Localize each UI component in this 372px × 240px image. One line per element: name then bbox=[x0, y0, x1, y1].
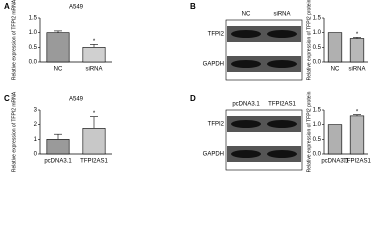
band-label: TFPI2 bbox=[208, 32, 225, 38]
chart-title: A549 bbox=[69, 97, 84, 103]
y-tick-label: 0.5 bbox=[313, 137, 322, 143]
x-tick-label: TFPI2AS1 bbox=[343, 159, 371, 165]
band bbox=[267, 30, 297, 38]
x-tick-label: NC bbox=[331, 67, 340, 73]
lane-label: NC bbox=[242, 12, 251, 18]
y-tick-label: 1.5 bbox=[313, 16, 322, 22]
y-tick-label: 0.5 bbox=[29, 45, 38, 51]
significance-mark: * bbox=[356, 109, 359, 115]
band-label: GAPDH bbox=[203, 62, 224, 68]
y-tick-label: 3 bbox=[34, 108, 38, 114]
lane-label: TFPI2AS1 bbox=[268, 102, 296, 108]
y-tick-label: 1.0 bbox=[313, 122, 322, 128]
y-tick-label: 0 bbox=[34, 152, 38, 158]
panel-label: D bbox=[190, 94, 196, 103]
lane-label: pcDNA3.1 bbox=[232, 102, 260, 108]
y-tick-label: 0.0 bbox=[313, 60, 322, 66]
bar bbox=[349, 38, 365, 63]
y-tick-label: 0.0 bbox=[29, 60, 38, 66]
y-tick-label: 1.0 bbox=[29, 30, 38, 36]
y-axis-label: Relative expression of TFPI2 protein bbox=[306, 91, 312, 172]
x-tick-label: TFPI2AS1 bbox=[80, 159, 108, 165]
band bbox=[231, 60, 261, 68]
bar bbox=[46, 139, 70, 155]
band bbox=[267, 60, 297, 68]
bar bbox=[46, 32, 70, 63]
blot-strip bbox=[227, 56, 301, 72]
panel-label: C bbox=[4, 94, 10, 103]
x-tick-label: NC bbox=[54, 67, 63, 73]
x-tick-label: pcDNA3.1 bbox=[44, 159, 72, 165]
band bbox=[231, 120, 261, 128]
y-tick-label: 1.0 bbox=[313, 30, 322, 36]
x-tick-label: pcDNA3.1 bbox=[321, 159, 349, 165]
y-tick-label: 2 bbox=[34, 122, 38, 128]
band-label: TFPI2 bbox=[208, 122, 225, 128]
y-axis-label: Relative expression of TFPI2 mRNA bbox=[11, 0, 17, 80]
x-tick-label: siRNA bbox=[85, 67, 102, 73]
band bbox=[267, 150, 297, 158]
significance-mark: * bbox=[356, 32, 359, 38]
band-label: GAPDH bbox=[203, 152, 224, 158]
panel-label: A bbox=[4, 2, 10, 11]
blot-strip bbox=[227, 146, 301, 162]
band bbox=[231, 30, 261, 38]
y-tick-label: 1 bbox=[34, 137, 38, 143]
y-axis-label: Relative expression of TFPI2 protein bbox=[306, 0, 312, 80]
bar bbox=[82, 47, 106, 63]
bar bbox=[327, 124, 343, 155]
significance-mark: * bbox=[93, 111, 96, 117]
chart-title: A549 bbox=[69, 5, 84, 11]
y-axis-label: Relative expression of TFPI2 mRNA bbox=[11, 91, 17, 172]
band bbox=[231, 150, 261, 158]
significance-mark: * bbox=[93, 39, 96, 45]
bar bbox=[82, 128, 106, 155]
blot-strip bbox=[227, 116, 301, 132]
panel-label: B bbox=[190, 2, 196, 11]
blot-strip bbox=[227, 26, 301, 42]
band bbox=[267, 120, 297, 128]
bar bbox=[349, 115, 365, 155]
lane-label: siRNA bbox=[273, 12, 290, 18]
x-tick-label: siRNA bbox=[348, 67, 365, 73]
y-tick-label: 1.5 bbox=[313, 108, 322, 114]
bar bbox=[327, 32, 343, 63]
y-tick-label: 0.0 bbox=[313, 152, 322, 158]
y-tick-label: 1.5 bbox=[29, 16, 38, 22]
y-tick-label: 0.5 bbox=[313, 45, 322, 51]
